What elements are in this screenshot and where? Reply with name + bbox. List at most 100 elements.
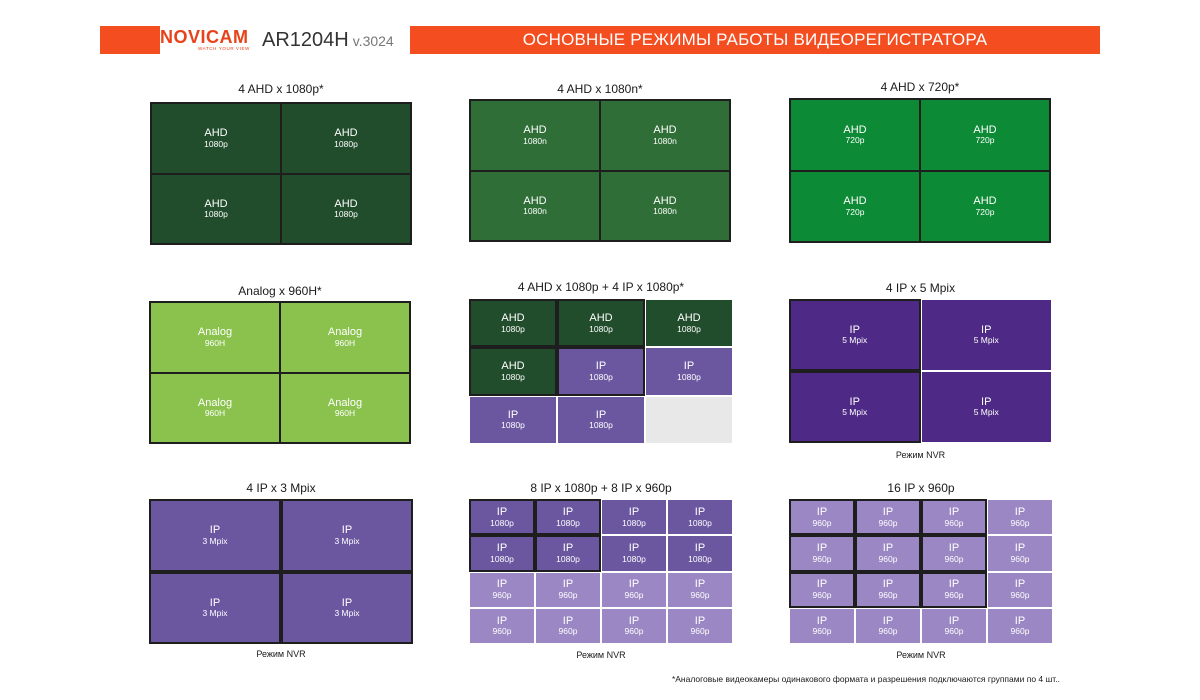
channel-tile: IP 1080p [536, 536, 600, 571]
channel-tile: IP 5 Mpix [921, 372, 1051, 442]
model-label: AR1204H v.3024 [262, 28, 394, 53]
channel-tile: IP 1080p [668, 536, 732, 571]
channel-resolution: 1080n [653, 135, 677, 146]
channel-resolution: 720p [975, 206, 995, 217]
channel-tile: IP 5 Mpix [790, 372, 920, 442]
channel-tile: AHD 1080p [282, 174, 410, 243]
channel-type: IP [628, 614, 640, 627]
channel-resolution: 1080p [677, 323, 701, 334]
channel-type: IP [849, 395, 860, 408]
channel-resolution: 960p [812, 626, 832, 637]
channel-tile: AHD 1080n [471, 101, 599, 170]
channel-type: IP [628, 505, 640, 518]
channel-resolution: 960p [492, 626, 512, 637]
channel-resolution: 1080p [688, 553, 712, 564]
mode-grid-ip3mpix: IP 3 Mpix IP 3 Mpix IP 3 Mpix IP 3 Mpix [150, 500, 412, 643]
channel-tile: IP 3 Mpix [150, 572, 280, 643]
channel-resolution: 960p [878, 626, 898, 637]
channel-resolution: 1080p [589, 323, 613, 334]
channel-tile: IP 1080p [646, 348, 732, 395]
channel-tile: IP 960p [922, 500, 986, 535]
channel-type: IP [816, 578, 828, 591]
channel-resolution: 960p [944, 626, 964, 637]
channel-type: IP [948, 614, 960, 627]
channel-type: IP [1014, 505, 1026, 518]
channel-tile: AHD 1080p [470, 348, 556, 395]
model-version: v.3024 [352, 33, 394, 49]
channel-type: AHD [334, 197, 358, 210]
channel-type: Analog [197, 326, 233, 339]
channel-type: IP [694, 542, 706, 555]
channel-type: IP [496, 578, 508, 591]
mode-note: Режим NVR [895, 450, 946, 460]
channel-tile: IP 1080p [668, 500, 732, 535]
channel-resolution: 1080p [334, 138, 358, 149]
channel-tile: IP 5 Mpix [790, 300, 920, 370]
channel-type: IP [628, 578, 640, 591]
channel-tile: IP 960p [536, 572, 600, 607]
channel-type: IP [595, 408, 607, 421]
channel-resolution: 960p [944, 590, 964, 601]
channel-tile [646, 396, 732, 443]
channel-type: AHD [523, 194, 547, 207]
channel-tile: IP 960p [470, 608, 534, 643]
channel-tile: AHD 1080n [471, 171, 599, 240]
channel-type: AHD [523, 124, 547, 137]
channel-resolution: 3 Mpix [334, 535, 360, 546]
channel-type: IP [209, 596, 221, 609]
channel-resolution: 1080p [622, 553, 646, 564]
channel-resolution: 960p [624, 590, 644, 601]
channel-resolution: 960p [1010, 626, 1030, 637]
channel-type: AHD [653, 194, 677, 207]
channel-type: AHD [501, 311, 525, 324]
channel-resolution: 5 Mpix [842, 335, 868, 346]
channel-type: IP [341, 596, 353, 609]
channel-type: IP [341, 524, 353, 537]
channel-tile: IP 960p [790, 608, 854, 643]
channel-tile: Analog 960H [151, 373, 279, 442]
channel-type: AHD [843, 123, 867, 136]
channel-resolution: 960p [812, 590, 832, 601]
channel-tile: IP 960p [988, 572, 1052, 607]
channel-tile: IP 960p [790, 500, 854, 535]
channel-tile: IP 960p [470, 572, 534, 607]
channel-type: IP [816, 542, 828, 555]
channel-type: AHD [843, 195, 867, 208]
channel-resolution: 960p [878, 553, 898, 564]
channel-resolution: 960p [690, 590, 710, 601]
channel-type: IP [562, 505, 574, 518]
channel-type: Analog [327, 396, 363, 409]
channel-type: IP [209, 524, 221, 537]
mode-grid-ip5mpix: IP 5 Mpix IP 5 Mpix IP 5 Mpix IP 5 Mpix [790, 300, 1051, 442]
mode-grid-ahd1080p: AHD 1080p AHD 1080p AHD 1080p AHD 1080p [150, 102, 412, 245]
channel-type: AHD [501, 360, 525, 373]
channel-type: IP [1014, 614, 1026, 627]
channel-tile: AHD 1080p [470, 300, 556, 347]
channel-type: IP [694, 505, 706, 518]
channel-tile: AHD 1080n [601, 171, 729, 240]
channel-type: Analog [327, 326, 363, 339]
channel-type: AHD [204, 197, 228, 210]
logo-wordmark: NOVICAM [160, 27, 249, 47]
channel-tile: IP 960p [856, 500, 920, 535]
mode-grid-ip8x8: IP 1080p IP 1080p IP 1080p IP 1080p IP 1080p IP 108… [470, 500, 732, 643]
channel-tile: AHD 720p [791, 171, 919, 241]
channel-type: IP [849, 323, 860, 336]
mode-title: 8 IP x 1080p + 8 IP x 960p [530, 481, 672, 495]
channel-type: IP [816, 614, 828, 627]
channel-tile: IP 960p [922, 572, 986, 607]
channel-type: IP [981, 395, 992, 408]
novicam-logo: NOVICAM WATCH YOUR VIEW [160, 28, 250, 54]
channel-resolution: 960H [204, 337, 226, 348]
mode-title: 4 AHD x 1080n* [557, 82, 643, 96]
channel-type: IP [694, 578, 706, 591]
channel-resolution: 5 Mpix [842, 407, 868, 418]
channel-resolution: 960p [812, 553, 832, 564]
channel-resolution: 1080p [501, 371, 525, 382]
mode-title: 4 IP x 3 Mpix [246, 481, 316, 495]
channel-resolution: 5 Mpix [973, 335, 999, 346]
channel-tile: IP 960p [668, 608, 732, 643]
channel-tile: IP 960p [602, 572, 666, 607]
channel-type: IP [816, 505, 828, 518]
channel-resolution: 960p [878, 517, 898, 528]
